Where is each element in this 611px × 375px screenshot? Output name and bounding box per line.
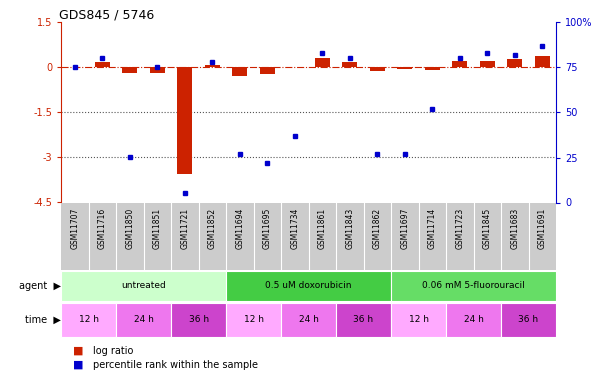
Bar [232, 68, 247, 76]
Text: GSM11862: GSM11862 [373, 208, 382, 249]
Bar [281, 303, 336, 337]
Bar [61, 303, 116, 337]
Text: 24 h: 24 h [299, 315, 318, 324]
Bar [446, 303, 501, 337]
Text: GSM11683: GSM11683 [510, 208, 519, 249]
Text: 36 h: 36 h [354, 315, 373, 324]
Bar [370, 68, 385, 71]
Bar [535, 56, 550, 68]
Text: ■: ■ [73, 346, 84, 355]
Bar [315, 58, 330, 68]
Text: agent  ▶: agent ▶ [19, 281, 61, 291]
Text: 36 h: 36 h [519, 315, 538, 324]
Text: GSM11695: GSM11695 [263, 208, 272, 249]
Bar [480, 61, 495, 68]
Text: GSM11845: GSM11845 [483, 208, 492, 249]
Bar [226, 303, 281, 337]
Text: 36 h: 36 h [189, 315, 208, 324]
Text: GSM11707: GSM11707 [70, 208, 79, 249]
Text: 12 h: 12 h [79, 315, 98, 324]
Bar [171, 303, 226, 337]
Bar [95, 62, 110, 68]
Bar [452, 61, 467, 68]
Text: 12 h: 12 h [409, 315, 428, 324]
Text: 24 h: 24 h [134, 315, 153, 324]
Text: 24 h: 24 h [464, 315, 483, 324]
Bar [177, 68, 192, 174]
Text: GSM11861: GSM11861 [318, 208, 327, 249]
Text: GSM11850: GSM11850 [125, 208, 134, 249]
Bar [391, 303, 446, 337]
Bar [122, 68, 137, 74]
Text: 12 h: 12 h [244, 315, 263, 324]
Bar [260, 68, 275, 74]
Text: untreated: untreated [121, 281, 166, 290]
Text: percentile rank within the sample: percentile rank within the sample [93, 360, 258, 369]
Text: 0.5 uM doxorubicin: 0.5 uM doxorubicin [265, 281, 352, 290]
Bar [501, 303, 556, 337]
Text: GSM11734: GSM11734 [290, 208, 299, 249]
Text: GSM11694: GSM11694 [235, 208, 244, 249]
Bar [150, 68, 165, 73]
Text: GSM11716: GSM11716 [98, 208, 107, 249]
Bar [336, 303, 391, 337]
Bar [391, 271, 556, 301]
Text: GSM11843: GSM11843 [345, 208, 354, 249]
Text: GSM11851: GSM11851 [153, 208, 162, 249]
Text: GSM11691: GSM11691 [538, 208, 547, 249]
Text: 0.06 mM 5-fluorouracil: 0.06 mM 5-fluorouracil [422, 281, 525, 290]
Text: GSM11852: GSM11852 [208, 208, 217, 249]
Text: GSM11723: GSM11723 [455, 208, 464, 249]
Text: GDS845 / 5746: GDS845 / 5746 [59, 8, 154, 21]
Text: ■: ■ [73, 360, 84, 369]
Text: time  ▶: time ▶ [25, 315, 61, 325]
Bar [397, 68, 412, 69]
Bar [116, 303, 171, 337]
Bar [205, 65, 220, 68]
Text: GSM11697: GSM11697 [400, 208, 409, 249]
Text: GSM11714: GSM11714 [428, 208, 437, 249]
Bar [61, 271, 226, 301]
Text: GSM11721: GSM11721 [180, 208, 189, 249]
Bar [507, 59, 522, 68]
Bar [226, 271, 391, 301]
Bar [342, 62, 357, 68]
Text: log ratio: log ratio [93, 346, 133, 355]
Bar [425, 68, 440, 70]
